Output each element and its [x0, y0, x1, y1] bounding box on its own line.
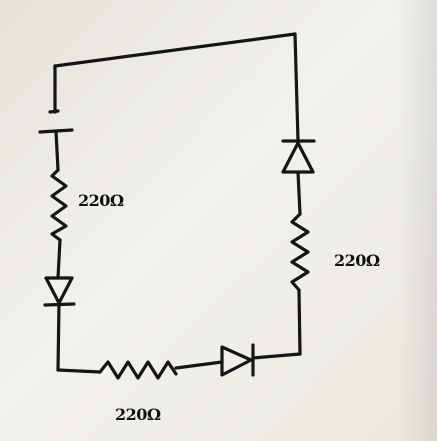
- wire-bottom-middle: [174, 360, 224, 370]
- battery-short-plate: [48, 109, 60, 114]
- resistor-right: [290, 212, 310, 292]
- diode-bottom: [220, 343, 255, 377]
- wire-top: [53, 32, 297, 68]
- diode-left-triangle: [44, 276, 74, 305]
- wire-left-resistor-diode: [56, 238, 62, 280]
- resistor-bottom: [98, 360, 178, 380]
- wire-left-battery-resistor: [54, 129, 60, 172]
- paper-shadow: [397, 0, 437, 441]
- diode-right-triangle: [281, 141, 315, 174]
- resistor-left-label: 220Ω: [78, 191, 124, 210]
- wire-bottom-right: [251, 352, 302, 360]
- wire-right-upper: [293, 32, 300, 143]
- resistor-right-label: 220Ω: [334, 251, 380, 270]
- diode-left: [43, 276, 76, 307]
- battery: [38, 109, 74, 134]
- diode-bottom-triangle: [220, 345, 253, 377]
- wire-bottom-left: [56, 368, 102, 374]
- wire-right-middle: [296, 170, 302, 216]
- wire-right-lower: [297, 288, 302, 356]
- resistor-left: [50, 168, 68, 242]
- resistor-bottom-label: 220Ω: [115, 405, 161, 424]
- wire-left-lower: [56, 302, 61, 372]
- diode-right: [281, 139, 316, 174]
